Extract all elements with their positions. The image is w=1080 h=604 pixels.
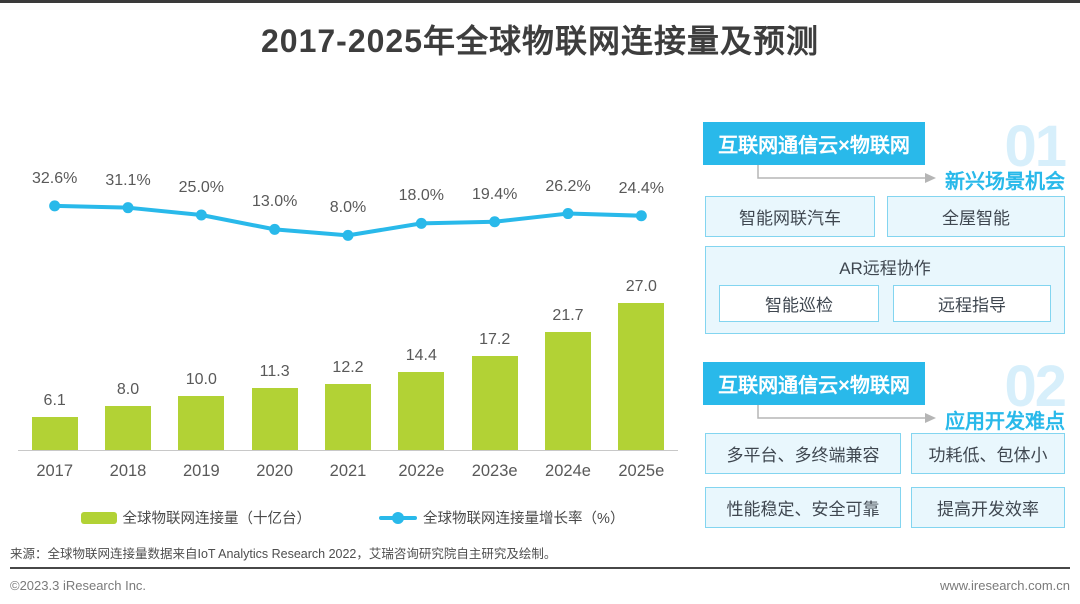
bar-value-label: 8.0: [116, 381, 140, 399]
x-axis-tick-label: 2017: [36, 462, 74, 480]
line-series-swatch: [379, 511, 418, 524]
combo-chart: 6.1 2017 32.6% 8.0 2018 31.1% 10.0 2019 25.0% 11.…: [18, 160, 678, 490]
bar-2024e: [545, 331, 591, 450]
footer-website: www.iresearch.com.cn: [939, 578, 1070, 593]
bar-2020: [251, 388, 298, 450]
line-value-label: 26.2%: [545, 177, 591, 195]
challenge-box-low-power: 功耗低、包体小: [911, 433, 1065, 474]
bar-2022e: [398, 371, 445, 450]
bar-2021: [325, 383, 371, 450]
bar-value-label: 14.4: [405, 346, 437, 364]
section1-header: 互联网通信云×物联网: [703, 122, 925, 165]
x-axis-tick-label: 2024e: [545, 462, 591, 480]
bar-value-label: 6.1: [43, 391, 66, 409]
x-axis-tick-label: 2018: [109, 462, 147, 480]
page-title: 2017-2025年全球物联网连接量及预测: [260, 23, 820, 59]
chart-legend: 全球物联网连接量（十亿台） 全球物联网连接量增长率（%）: [10, 507, 695, 528]
scenario-box-whole-home-smart: 全屋智能: [887, 196, 1065, 237]
x-axis-tick-label: 2023e: [471, 462, 518, 480]
scenario-box-connected-car: 智能网联汽车: [705, 196, 875, 237]
growth-rate-line: [49, 200, 647, 241]
line-value-label: 25.0%: [178, 179, 225, 196]
x-axis-tick-label: 2019: [182, 462, 220, 480]
x-axis-tick-label: 2021: [329, 462, 367, 480]
source-note: 来源：全球物联网连接量数据来自IoT Analytics Research 20…: [10, 547, 557, 561]
bar-2025e: [618, 302, 665, 450]
bar-value-label: 11.3: [259, 363, 290, 381]
line-value-label: 19.4%: [471, 185, 518, 203]
bar-value-label: 10.0: [185, 370, 217, 388]
x-axis-tick-label: 2022e: [398, 462, 445, 480]
bar-2019: [178, 395, 225, 450]
bar-2023e: [471, 356, 518, 450]
line-value-label: 8.0%: [329, 199, 367, 217]
right-info-panel: 01 互联网通信云×物联网 新兴场景机会 智能网联汽车 全屋智能 AR远程协作 …: [703, 0, 1067, 604]
legend-label-growth-rate: 全球物联网连接量增长率（%）: [423, 511, 625, 527]
section1-number-watermark: 01: [1004, 114, 1066, 179]
section2-number-watermark: 02: [1004, 354, 1066, 419]
footer-divider: [10, 567, 1070, 569]
challenge-box-dev-efficiency: 提高开发效率: [911, 487, 1065, 528]
bar-value-label: 12.2: [332, 358, 364, 376]
footer-copyright: ©2023.3 iResearch Inc.: [10, 578, 147, 593]
section2-header: 互联网通信云×物联网: [703, 362, 925, 405]
scenario-box-remote-guidance: 远程指导: [893, 285, 1051, 322]
bar-value-label: 27.0: [625, 277, 657, 295]
x-axis-tick-label: 2020: [256, 462, 294, 480]
scenario-box-smart-inspection: 智能巡检: [719, 285, 879, 322]
section2-label: 应用开发难点: [945, 411, 1065, 433]
bar-2017: [31, 416, 78, 450]
scenario-group-title: AR远程协作: [839, 259, 931, 278]
section2-arrow-connector: [757, 405, 936, 423]
line-value-label: 31.1%: [105, 171, 151, 189]
legend-item-growth-rate: 全球物联网连接量增长率（%）: [379, 507, 624, 528]
section1-label: 新兴场景机会: [945, 171, 1065, 193]
top-border-strip: [0, 0, 1080, 3]
bar-value-label: 17.2: [479, 331, 511, 349]
legend-label-connections: 全球物联网连接量（十亿台）: [122, 511, 312, 527]
challenge-box-stable-secure: 性能稳定、安全可靠: [705, 487, 901, 528]
line-value-label: 13.0%: [251, 193, 298, 211]
challenge-box-multi-platform: 多平台、多终端兼容: [705, 433, 901, 474]
bar-2018: [105, 406, 151, 450]
x-axis-tick-label: 2025e: [618, 462, 665, 480]
line-value-label: 18.0%: [398, 187, 445, 205]
x-axis-line: [18, 450, 678, 451]
section1-arrow-connector: [757, 165, 936, 183]
line-value-label: 32.6%: [31, 169, 78, 187]
bar-value-label: 21.7: [552, 306, 584, 324]
line-value-label: 24.4%: [618, 179, 665, 197]
bar-series-swatch: [80, 511, 117, 524]
legend-item-connections: 全球物联网连接量（十亿台）: [80, 507, 312, 528]
